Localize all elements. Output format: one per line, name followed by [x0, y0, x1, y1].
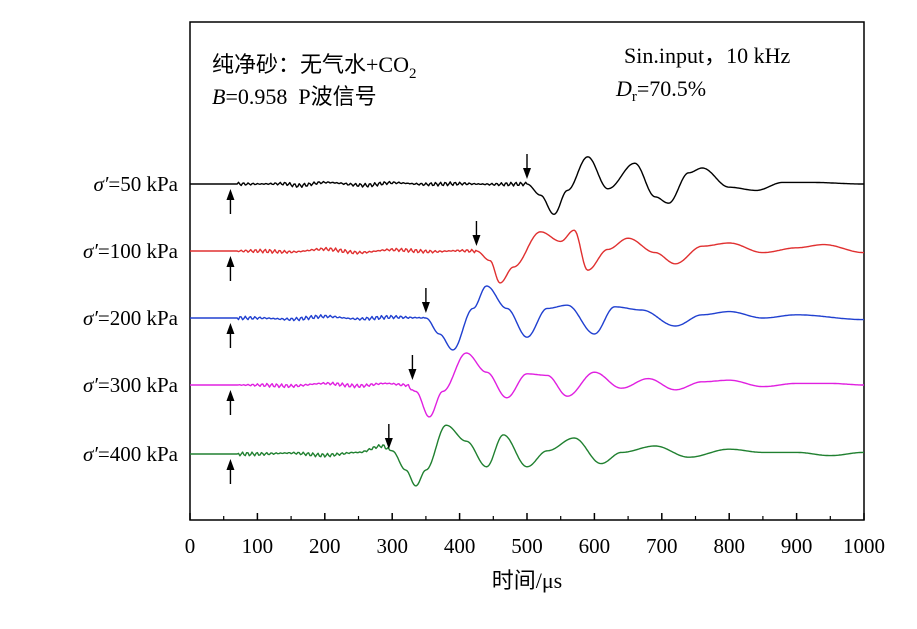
- series-label: σ′=50 kPa: [93, 172, 178, 196]
- source-arrow-head: [226, 189, 235, 200]
- series-line: [190, 229, 864, 284]
- x-tick-label: 500: [511, 534, 543, 558]
- arrival-arrow-head: [384, 438, 393, 449]
- series-layer: σ′=50 kPa σ′=100 kPa σ′=200 kPa σ′=300 kPa σ…: [83, 154, 864, 487]
- series-line: [190, 156, 864, 216]
- x-tick-label: 100: [242, 534, 274, 558]
- source-arrow-head: [226, 459, 235, 470]
- x-tick-label: 900: [781, 534, 813, 558]
- x-axis: 0 100 200 300 400 500 600 700 800 900 1000: [185, 513, 885, 558]
- arrival-arrow-head: [472, 235, 481, 246]
- annotation-left-line2: B=0.958 P波信号: [212, 84, 377, 109]
- series-line: [190, 352, 864, 418]
- arrival-arrow-head: [523, 168, 531, 179]
- x-tick-label: 800: [713, 534, 745, 558]
- annotation-right-line2: Dr=70.5%: [615, 76, 706, 105]
- series-label: σ′=200 kPa: [83, 306, 179, 330]
- x-tick-label: 700: [646, 534, 678, 558]
- arrival-arrow-head: [408, 369, 417, 380]
- x-tick-label: 0: [185, 534, 196, 558]
- x-tick-label: 1000: [843, 534, 885, 558]
- series-label: σ′=300 kPa: [83, 373, 179, 397]
- series-line: [190, 424, 864, 487]
- x-axis-label: 时间/μs: [492, 568, 562, 593]
- source-arrow-head: [226, 390, 235, 401]
- series-line: [190, 285, 864, 351]
- x-tick-label: 400: [444, 534, 476, 558]
- x-tick-label: 600: [579, 534, 611, 558]
- series-label: σ′=400 kPa: [83, 442, 179, 466]
- x-tick-label: 300: [376, 534, 408, 558]
- source-arrow-head: [226, 323, 235, 334]
- arrival-arrow-head: [421, 302, 430, 313]
- annotation-left-line1: 纯净砂：无气水+CO2: [212, 52, 416, 82]
- annotation-right-line1: Sin.input，10 kHz: [624, 43, 790, 68]
- source-arrow-head: [226, 256, 235, 267]
- x-tick-label: 200: [309, 534, 341, 558]
- series-label: σ′=100 kPa: [83, 239, 179, 263]
